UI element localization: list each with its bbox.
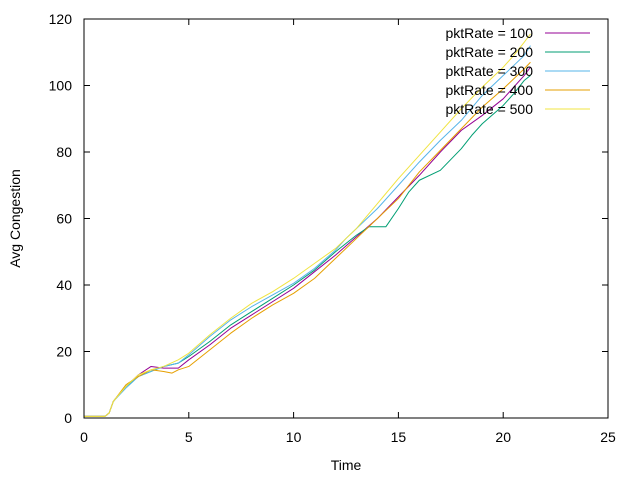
legend-label: pktRate = 100 xyxy=(445,25,533,41)
y-tick-label: 0 xyxy=(64,410,72,426)
legend-label: pktRate = 500 xyxy=(445,101,533,117)
y-tick-label: 120 xyxy=(49,11,73,27)
x-tick-label: 25 xyxy=(600,429,616,445)
legend-entry: pktRate = 500 xyxy=(445,101,590,117)
legend: pktRate = 100 pktRate = 200 pktRate = 300 p… xyxy=(445,25,590,117)
x-tick-label: 5 xyxy=(185,429,193,445)
x-tick-label: 0 xyxy=(80,429,88,445)
legend-label: pktRate = 200 xyxy=(445,44,533,60)
series-line-5 xyxy=(84,33,531,417)
legend-entry: pktRate = 200 xyxy=(445,44,590,60)
legend-entry: pktRate = 100 xyxy=(445,25,590,41)
x-axis-ticks: 0 5 10 15 20 25 xyxy=(80,19,616,445)
y-tick-label: 100 xyxy=(49,78,73,94)
x-tick-label: 15 xyxy=(391,429,407,445)
x-tick-label: 20 xyxy=(495,429,511,445)
legend-label: pktRate = 400 xyxy=(445,82,533,98)
legend-label: pktRate = 300 xyxy=(445,63,533,79)
y-axis-ticks: 0 20 40 60 80 100 120 xyxy=(49,11,608,426)
series-lines-group xyxy=(84,33,531,417)
series-line-3 xyxy=(84,45,531,417)
y-tick-label: 40 xyxy=(56,277,72,293)
legend-entry: pktRate = 400 xyxy=(445,82,590,98)
y-axis-label: Avg Congestion xyxy=(7,169,23,268)
y-tick-label: 60 xyxy=(56,211,72,227)
x-tick-label: 10 xyxy=(286,429,302,445)
legend-entry: pktRate = 300 xyxy=(445,63,590,79)
x-axis-label: Time xyxy=(331,457,362,473)
y-tick-label: 80 xyxy=(56,144,72,160)
y-tick-label: 20 xyxy=(56,344,72,360)
